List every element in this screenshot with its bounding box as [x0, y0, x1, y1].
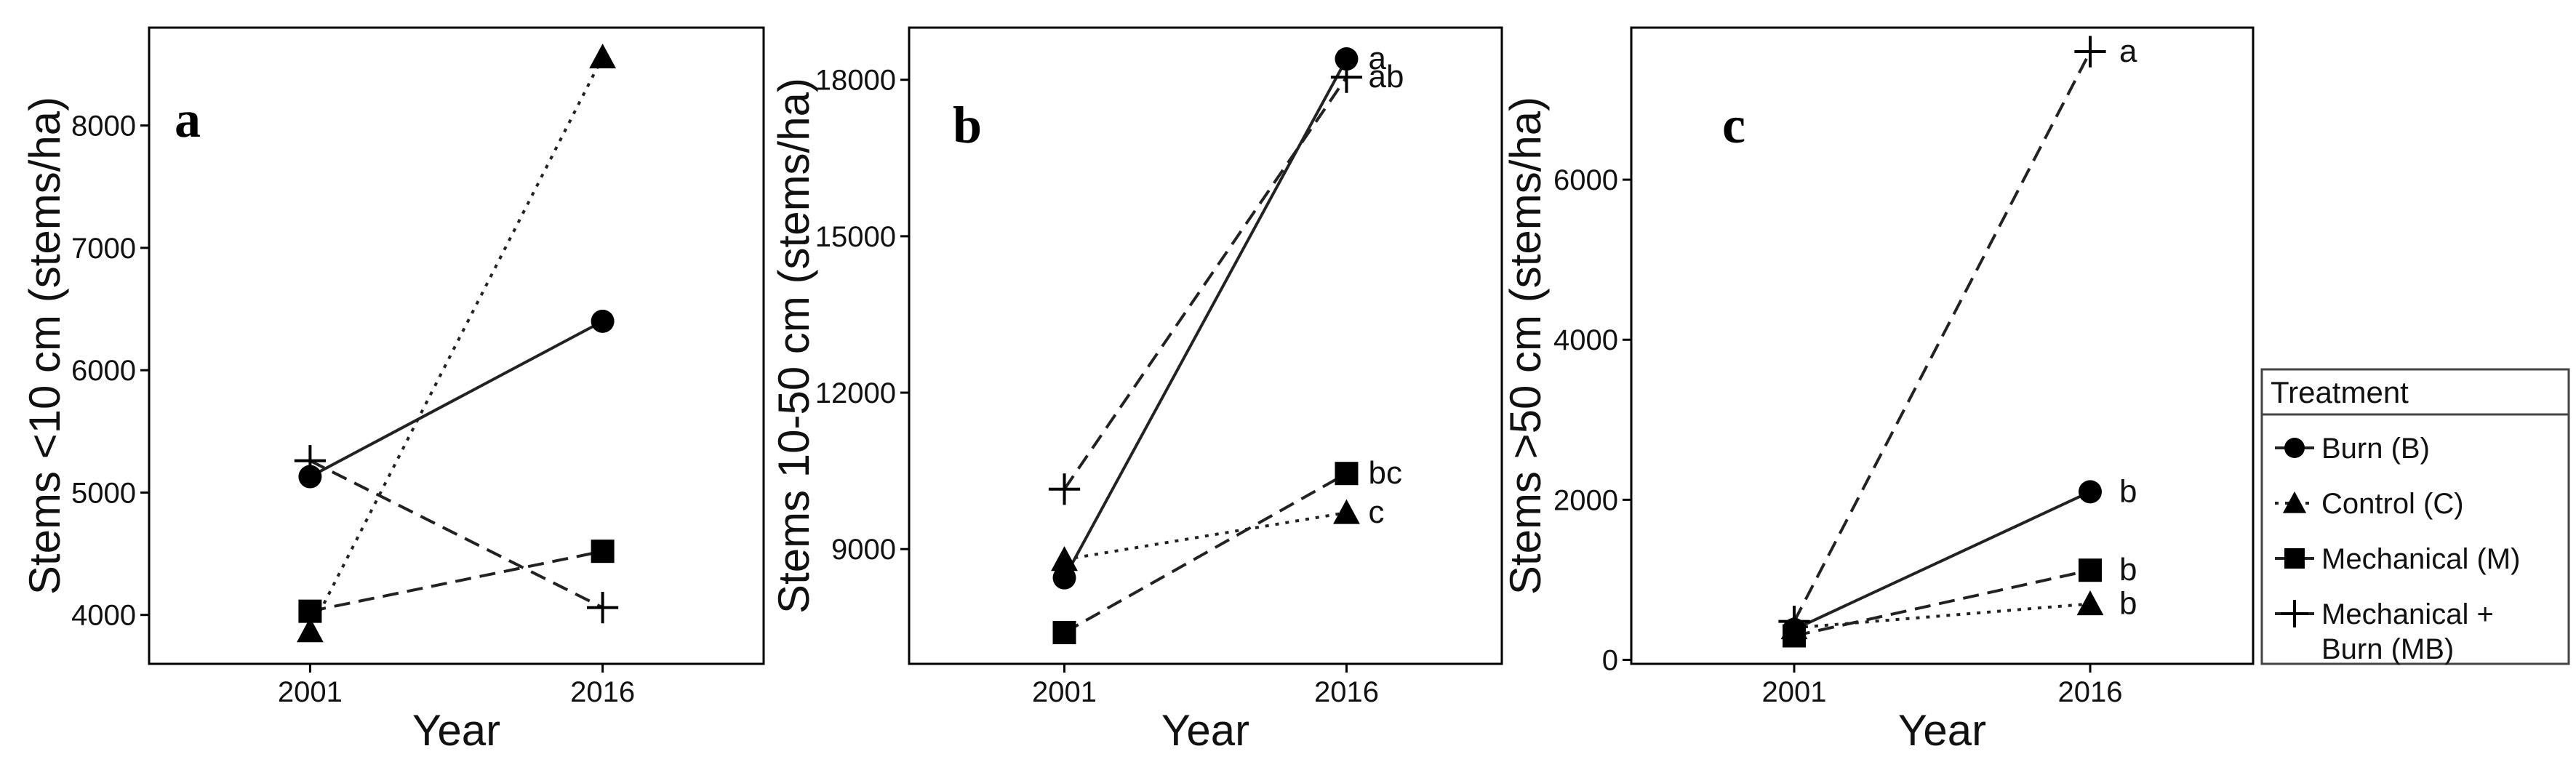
- marker-burn-b-2001: [298, 465, 322, 489]
- x-axis-title: Year: [412, 706, 500, 755]
- x-tick-label: 2001: [1762, 676, 1827, 708]
- sig-label-burn-b: b: [2119, 473, 2137, 509]
- marker-mechanical-burn-mb-2016: [1330, 61, 1363, 93]
- y-tick-label: 2000: [1553, 484, 1618, 516]
- legend: Treatment Burn (B) Control (C) Mechanical (…: [2260, 368, 2570, 665]
- series-line-burn-b: [1793, 490, 2091, 631]
- y-tick-label: 6000: [1553, 164, 1618, 196]
- y-tick-label: 12000: [815, 377, 896, 409]
- series-line-mechanical-burn-mb: [1793, 51, 2092, 622]
- sig-label-mechanical-burn-mb: a: [2119, 33, 2137, 69]
- marker-burn-b-2016: [591, 309, 615, 333]
- x-tick-label: 2016: [570, 676, 635, 708]
- legend-marker-mechanical-m: [2284, 548, 2305, 569]
- marker-control-c-2016: [2076, 590, 2104, 616]
- series-line-mechanical-m: [309, 550, 604, 613]
- marker-mechanical-m-2001: [298, 599, 322, 623]
- marker-control-c-2016: [1333, 499, 1360, 524]
- panel-letter: c: [1722, 96, 1745, 154]
- x-axis-title: Year: [1898, 706, 1986, 755]
- marker-mechanical-m-2001: [1052, 620, 1076, 644]
- y-tick-label: 4000: [1553, 324, 1618, 356]
- plot-frame: [908, 26, 1503, 665]
- marker-burn-b-2016: [1335, 47, 1359, 71]
- y-axis-title: Stems 10-50 cm (stems/ha): [769, 78, 818, 614]
- series-line-burn-b: [1063, 58, 1348, 579]
- series-line-mechanical-m: [1793, 569, 2091, 638]
- sig-label-mechanical-burn-mb: ab: [1368, 59, 1404, 95]
- legend-title: Treatment: [2271, 375, 2409, 409]
- y-tick-label: 18000: [815, 65, 896, 97]
- y-tick-label: 7000: [71, 233, 136, 265]
- x-tick-label: 2016: [1314, 676, 1379, 708]
- y-tick-label: 5000: [71, 477, 136, 509]
- series-line-burn-b: [309, 320, 604, 478]
- sig-label-mechanical-m: bc: [1368, 455, 1401, 491]
- y-tick-label: 8000: [71, 111, 136, 143]
- panel-b: 9000 12000 15000 18000 2001 2016 Year Stems 10-…: [769, 26, 1503, 755]
- legend-marker-burn-b: [2284, 438, 2305, 458]
- series-line-mechanical-burn-mb: [309, 459, 604, 609]
- series-line-mechanical-m: [1063, 472, 1348, 634]
- marker-burn-b-2016: [2078, 480, 2102, 504]
- sig-label-burn-b: a: [1368, 41, 1386, 76]
- marker-control-c-2001: [296, 617, 324, 643]
- marker-mechanical-burn-mb-2016: [2074, 36, 2106, 68]
- series-line-control-c: [1064, 511, 1347, 561]
- y-axis-title: Stems <10 cm (stems/ha): [20, 97, 69, 595]
- series-line-mechanical-burn-mb: [1063, 76, 1348, 490]
- x-axis-title: Year: [1161, 706, 1249, 755]
- legend-item-label: Mechanical (M): [2321, 543, 2520, 575]
- y-tick-label: 9000: [831, 534, 896, 566]
- sig-label-control-c: c: [1368, 494, 1384, 530]
- y-axis-title: Stems >50 cm (stems/ha): [1501, 97, 1550, 595]
- legend-item-label: Mechanical +: [2321, 598, 2494, 630]
- series-line-control-c: [1793, 602, 2091, 630]
- y-tick-label: 15000: [815, 221, 896, 253]
- legend-item-label: Burn (B): [2321, 433, 2430, 465]
- plot-frame: [1630, 26, 2255, 665]
- x-tick-label: 2001: [278, 676, 343, 708]
- legend-item-label: Control (C): [2321, 488, 2464, 520]
- marker-mechanical-burn-mb-2001: [1048, 473, 1081, 505]
- sig-label-control-c: b: [2119, 585, 2137, 621]
- marker-mechanical-burn-mb-2001: [294, 445, 326, 477]
- marker-mechanical-m-2016: [591, 540, 615, 564]
- panel-letter: a: [175, 90, 201, 148]
- x-tick-label: 2001: [1032, 676, 1097, 708]
- marker-mechanical-burn-mb-2016: [587, 591, 619, 624]
- legend-marker-control-c: [2282, 491, 2307, 513]
- y-tick-label: 6000: [71, 355, 136, 387]
- panel-a: 4000 5000 6000 7000 8000 2001 2016 Year Stems <1…: [20, 26, 765, 755]
- marker-control-c-2001: [1051, 546, 1078, 572]
- marker-control-c-2016: [589, 43, 617, 69]
- plot-frame: [148, 26, 765, 665]
- marker-mechanical-burn-mb-2001: [1778, 606, 1810, 638]
- marker-burn-b-2001: [1052, 566, 1076, 590]
- y-tick-label: 4000: [71, 600, 136, 632]
- x-tick-label: 2016: [2057, 676, 2122, 708]
- panel-c: 0 2000 4000 6000 2001 2016 Year Stems >50 cm (s…: [1501, 26, 2255, 755]
- panel-letter: b: [953, 96, 982, 154]
- marker-mechanical-m-2016: [1335, 462, 1359, 486]
- y-tick-label: 0: [1602, 644, 1618, 676]
- legend-marker-mechanical: [2281, 600, 2308, 627]
- marker-mechanical-m-2016: [2078, 558, 2102, 582]
- sig-label-mechanical-m: b: [2119, 552, 2137, 587]
- legend-item-label-line2: Burn (MB): [2321, 633, 2454, 665]
